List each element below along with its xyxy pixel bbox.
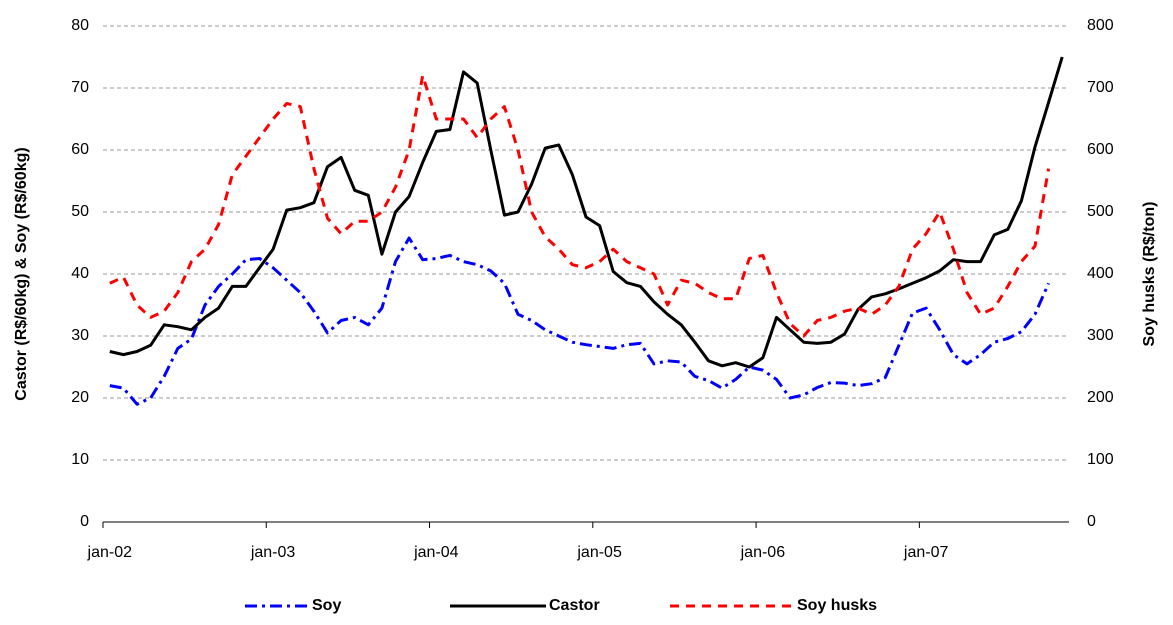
series-line xyxy=(109,56,1064,369)
y2-tick-label: 200 xyxy=(1087,389,1114,406)
y-axis-title: Castor (R$/60kg) & Soy (R$/60kg) xyxy=(13,147,30,400)
y2-tick-label: 0 xyxy=(1087,513,1096,530)
y-tick-label: 0 xyxy=(80,513,89,530)
y2-tick-label: 600 xyxy=(1087,141,1114,158)
x-tick-label: jan-02 xyxy=(87,544,133,561)
series-line xyxy=(109,74,1051,338)
y2-tick-label: 300 xyxy=(1087,327,1114,344)
y-tick-label: 80 xyxy=(71,17,89,34)
legend-label: Soy xyxy=(312,597,341,614)
y2-axis-title: Soy husks (R$/ton) xyxy=(1141,202,1158,347)
series-line xyxy=(109,236,1050,406)
x-tick-label: jan-03 xyxy=(250,544,296,561)
legend-label: Castor xyxy=(549,597,600,614)
y2-tick-label: 800 xyxy=(1087,17,1114,34)
legend-label: Soy husks xyxy=(797,597,877,614)
y-tick-label: 60 xyxy=(71,141,89,158)
x-tick-label: jan-06 xyxy=(740,544,786,561)
x-tick-label: jan-05 xyxy=(576,544,622,561)
x-tick-label: jan-07 xyxy=(903,544,949,561)
y2-tick-label: 700 xyxy=(1087,79,1114,96)
y-tick-label: 20 xyxy=(71,389,89,406)
y-tick-label: 30 xyxy=(71,327,89,344)
y-tick-label: 50 xyxy=(71,203,89,220)
x-tick-label: jan-04 xyxy=(413,544,459,561)
y-tick-label: 10 xyxy=(71,451,89,468)
y2-tick-label: 400 xyxy=(1087,265,1114,282)
y2-tick-label: 100 xyxy=(1087,451,1114,468)
y-tick-label: 70 xyxy=(71,79,89,96)
y-tick-label: 40 xyxy=(71,265,89,282)
y2-tick-label: 500 xyxy=(1087,203,1114,220)
